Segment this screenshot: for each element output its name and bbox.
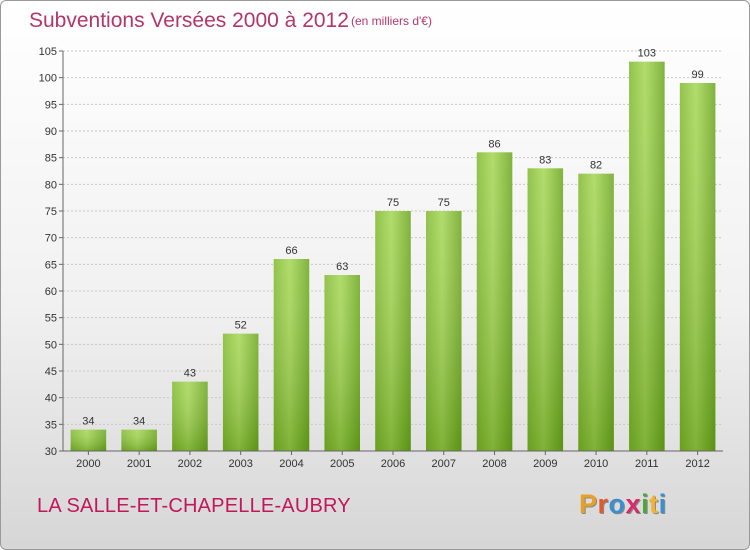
data-label: 103 xyxy=(638,48,656,60)
x-tick-label: 2006 xyxy=(381,458,405,470)
chart-title: Subventions Versées 2000 à 2012 xyxy=(29,9,349,32)
data-label: 66 xyxy=(285,245,297,257)
bar-shade xyxy=(121,429,157,451)
data-label: 34 xyxy=(82,416,94,428)
data-label: 82 xyxy=(590,160,602,172)
y-tick-label: 100 xyxy=(39,73,57,85)
data-label: 86 xyxy=(488,138,500,150)
x-tick-label: 2012 xyxy=(685,458,709,470)
y-tick-label: 75 xyxy=(45,206,57,218)
x-tick-label: 2007 xyxy=(432,458,456,470)
bar-shade xyxy=(375,211,411,451)
x-tick-label: 2003 xyxy=(228,458,252,470)
y-tick-label: 40 xyxy=(45,393,57,405)
bar-shade xyxy=(679,83,716,451)
bar-shade xyxy=(172,381,208,451)
data-label: 52 xyxy=(235,320,247,332)
y-tick-label: 55 xyxy=(45,313,57,325)
x-tick-label: 2000 xyxy=(76,458,100,470)
x-tick-label: 2004 xyxy=(279,458,303,470)
bar-shade xyxy=(629,61,665,452)
bar-shade xyxy=(527,168,564,452)
x-tick-label: 2002 xyxy=(178,458,202,470)
data-label: 63 xyxy=(336,261,348,273)
y-tick-label: 50 xyxy=(45,339,57,351)
chart-subtitle: (en milliers d'€) xyxy=(351,14,432,28)
data-label: 83 xyxy=(539,154,551,166)
bar-shade xyxy=(222,333,259,451)
data-label: 34 xyxy=(133,416,145,428)
y-tick-label: 35 xyxy=(45,419,57,431)
y-tick-label: 80 xyxy=(45,179,57,191)
y-tick-label: 105 xyxy=(39,46,57,58)
bar-shade xyxy=(273,259,310,451)
bar-shade xyxy=(70,429,107,451)
x-tick-label: 2010 xyxy=(584,458,608,470)
y-tick-label: 60 xyxy=(45,286,57,298)
bar-shade xyxy=(324,275,360,451)
x-tick-label: 2001 xyxy=(127,458,151,470)
y-tick-label: 30 xyxy=(45,446,57,458)
x-tick-label: 2009 xyxy=(533,458,557,470)
x-tick-label: 2011 xyxy=(635,458,659,470)
data-label: 99 xyxy=(691,69,703,81)
y-tick-label: 95 xyxy=(45,99,57,111)
bar-shade xyxy=(426,211,462,451)
y-tick-label: 65 xyxy=(45,259,57,271)
data-label: 75 xyxy=(387,197,399,209)
y-tick-label: 85 xyxy=(45,153,57,165)
y-tick-label: 45 xyxy=(45,366,57,378)
bar-shade xyxy=(578,173,614,451)
y-tick-label: 90 xyxy=(45,126,57,138)
bar-shade xyxy=(476,152,513,452)
x-tick-label: 2008 xyxy=(482,458,506,470)
y-tick-label: 70 xyxy=(45,233,57,245)
data-label: 75 xyxy=(438,197,450,209)
commune-name: LA SALLE-ET-CHAPELLE-AUBRY xyxy=(37,495,351,517)
data-label: 43 xyxy=(184,368,196,380)
proxiti-logo: Proxiti xyxy=(579,489,667,519)
x-tick-label: 2005 xyxy=(330,458,354,470)
